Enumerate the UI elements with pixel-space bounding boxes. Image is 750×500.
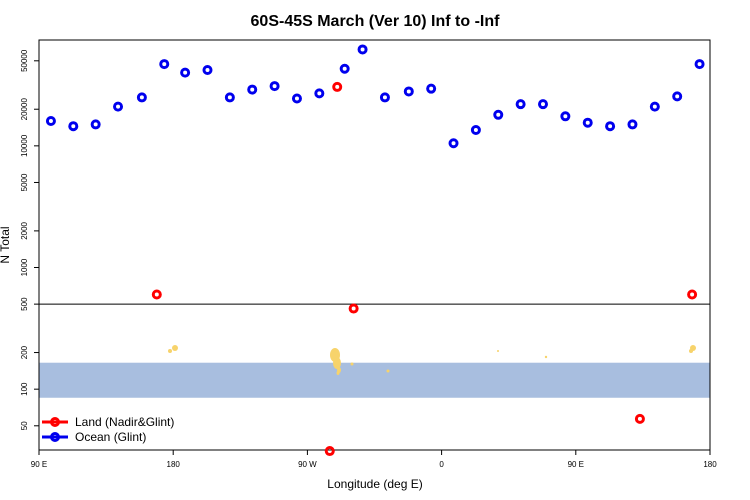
ocean-point	[537, 99, 548, 110]
ocean-point	[560, 111, 571, 122]
y-axis-label: N Total	[0, 226, 12, 263]
y-tick-label: 100	[20, 382, 29, 396]
map-land	[497, 350, 499, 352]
map-land	[350, 362, 354, 366]
x-axis: 90 E 180 90 W 0 90 E 180	[31, 450, 717, 469]
ocean-point	[180, 67, 191, 78]
y-tick-label: 50000	[20, 49, 29, 72]
map-land	[168, 349, 172, 353]
ocean-point	[493, 109, 504, 120]
land-point	[634, 413, 645, 424]
ocean-point	[339, 63, 350, 74]
y-tick-label: 1000	[20, 258, 29, 276]
ocean-point	[136, 92, 147, 103]
land-point	[332, 81, 343, 92]
ocean-point	[649, 101, 660, 112]
y-axis: 50 100 200 500 1000 2000 5000 10000 20000 50000	[20, 49, 39, 430]
ocean-point	[247, 84, 258, 95]
ocean-point	[605, 121, 616, 132]
ocean-point	[357, 44, 368, 55]
legend: Land (Nadir&Glint) Ocean (Glint)	[42, 415, 174, 444]
x-tick-label: 90 E	[31, 460, 47, 469]
y-tick-label: 50	[20, 421, 29, 430]
map-land	[336, 371, 340, 375]
ocean-point	[224, 92, 235, 103]
y-tick-label: 200	[20, 345, 29, 359]
ocean-point	[159, 59, 170, 70]
ocean-point	[269, 81, 280, 92]
land-point	[324, 446, 335, 457]
legend-label-ocean: Ocean (Glint)	[75, 430, 146, 444]
land-point	[687, 289, 698, 300]
x-tick-label: 90 W	[298, 460, 317, 469]
x-tick-label: 180	[703, 460, 717, 469]
ocean-point	[627, 119, 638, 130]
y-tick-label: 2000	[20, 221, 29, 239]
x-tick-label: 180	[167, 460, 181, 469]
legend-swatch-land-marker	[50, 417, 60, 427]
x-axis-label: Longitude (deg E)	[327, 477, 422, 491]
ocean-point	[672, 91, 683, 102]
y-tick-label: 10000	[20, 134, 29, 157]
ocean-point	[426, 83, 437, 94]
ocean-point	[45, 116, 56, 127]
chart-title: 60S-45S March (Ver 10) Inf to -Inf	[251, 13, 501, 30]
land-point	[151, 289, 162, 300]
ocean-point	[90, 119, 101, 130]
x-tick-label: 0	[439, 460, 444, 469]
land-point	[348, 303, 359, 314]
plot-frame	[38, 39, 711, 451]
ocean-point	[379, 92, 390, 103]
ocean-point	[113, 101, 124, 112]
map-ocean-band	[39, 362, 710, 398]
ocean-point	[448, 138, 459, 149]
y-tick-label: 500	[20, 297, 29, 311]
ocean-point	[291, 93, 302, 104]
map-band-layer	[39, 345, 710, 398]
map-land	[689, 349, 693, 353]
y-tick-label: 5000	[20, 173, 29, 191]
data-points	[45, 44, 705, 457]
ocean-point	[515, 99, 526, 110]
map-land	[172, 345, 178, 351]
x-tick-label: 90 E	[568, 460, 584, 469]
ocean-point	[202, 65, 213, 76]
ocean-point	[403, 86, 414, 97]
legend-label-land: Land (Nadir&Glint)	[75, 415, 174, 429]
legend-swatch-ocean-marker	[50, 432, 60, 442]
ocean-point	[694, 59, 705, 70]
map-land	[333, 357, 341, 369]
ocean-point	[470, 124, 481, 135]
map-land	[386, 369, 390, 373]
map-land	[544, 355, 548, 359]
y-tick-label: 20000	[20, 98, 29, 121]
ocean-point	[68, 121, 79, 132]
ocean-point	[582, 117, 593, 128]
ocean-point	[314, 88, 325, 99]
